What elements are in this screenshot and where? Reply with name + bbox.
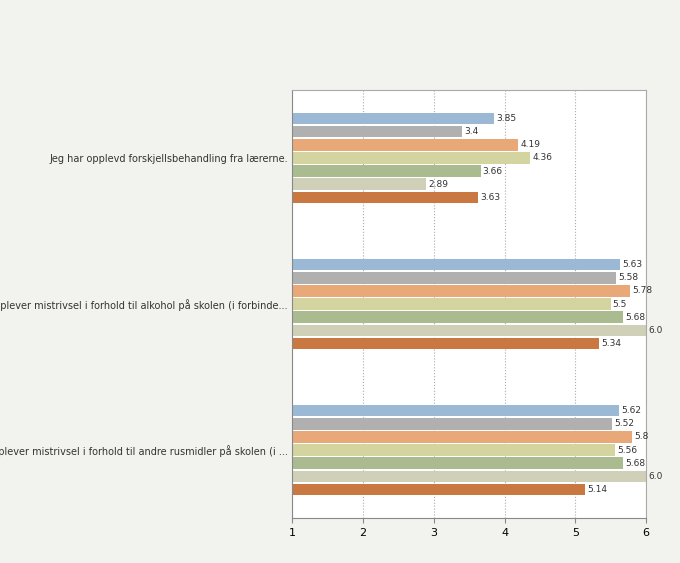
Text: 5.58: 5.58 (618, 273, 639, 282)
Text: 5.68: 5.68 (626, 459, 645, 468)
Text: 6.0: 6.0 (648, 326, 662, 335)
Bar (292, 457, 624, 469)
Bar (292, 298, 611, 310)
Text: 5.56: 5.56 (617, 445, 637, 454)
Text: 6.0: 6.0 (648, 472, 662, 481)
Bar (292, 259, 620, 270)
Text: 2.89: 2.89 (428, 180, 448, 189)
Text: 5.62: 5.62 (622, 406, 641, 415)
Bar (292, 338, 599, 349)
Bar (292, 471, 646, 482)
Bar (292, 272, 616, 284)
Text: 3.66: 3.66 (483, 167, 503, 176)
Text: 5.78: 5.78 (632, 287, 653, 296)
Text: 5.14: 5.14 (588, 485, 607, 494)
Text: 3.4: 3.4 (464, 127, 479, 136)
Bar (292, 178, 426, 190)
Text: 5.34: 5.34 (601, 339, 622, 348)
Bar (292, 285, 630, 297)
Bar (292, 418, 612, 430)
Bar (292, 139, 518, 151)
Text: 3.85: 3.85 (496, 114, 516, 123)
Bar (292, 311, 624, 323)
Bar (292, 191, 479, 203)
Bar (292, 324, 646, 336)
Text: 5.5: 5.5 (613, 300, 627, 309)
Text: 5.68: 5.68 (626, 312, 645, 321)
Text: 5.8: 5.8 (634, 432, 648, 441)
Bar (292, 484, 585, 495)
Text: 5.52: 5.52 (614, 419, 634, 428)
Bar (292, 444, 615, 456)
Bar (292, 431, 632, 443)
Text: 4.19: 4.19 (520, 140, 540, 149)
Bar (292, 166, 481, 177)
Bar (292, 152, 530, 164)
Text: 4.36: 4.36 (532, 154, 552, 163)
Bar (292, 126, 462, 137)
Bar (292, 113, 494, 124)
Bar (292, 405, 619, 417)
Text: 3.63: 3.63 (481, 193, 500, 202)
Text: 5.63: 5.63 (622, 260, 642, 269)
